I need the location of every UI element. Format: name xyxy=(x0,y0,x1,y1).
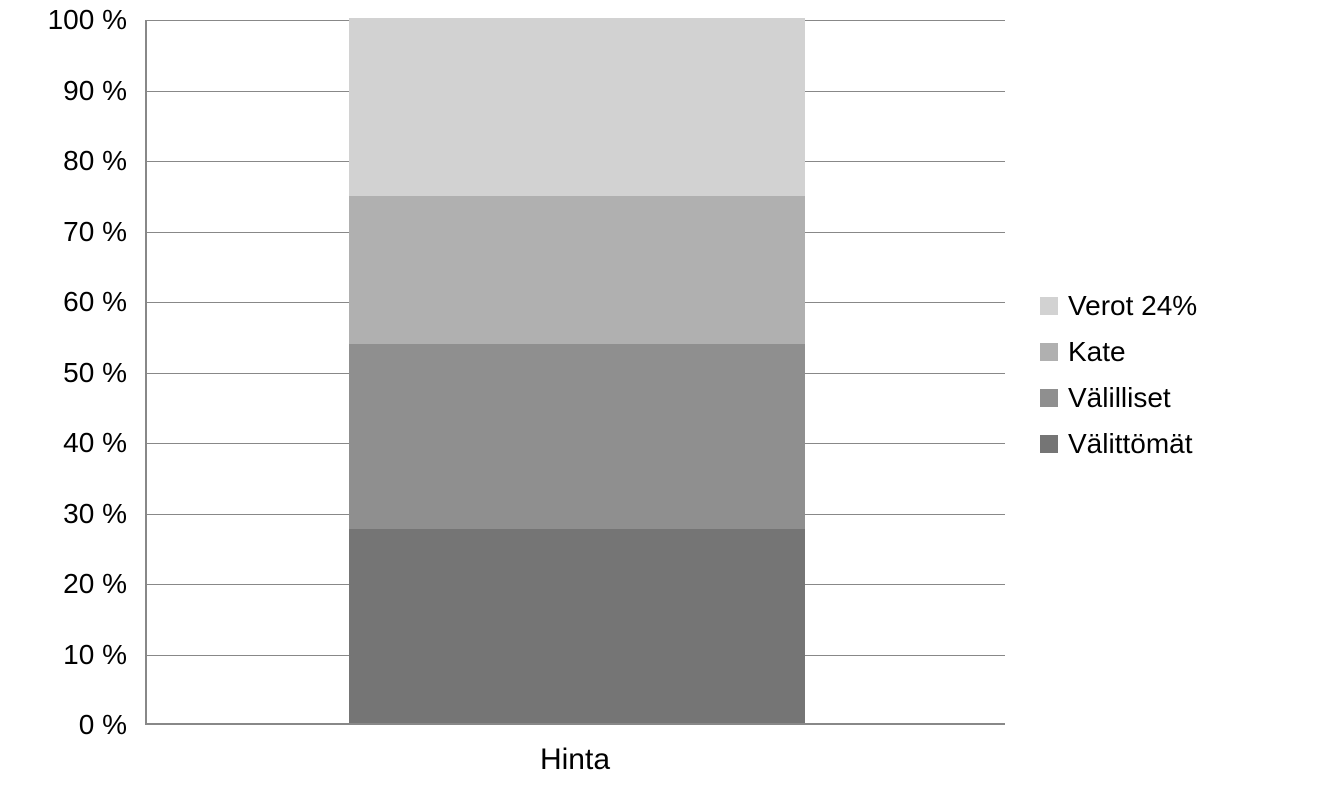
legend-item-valittomat: Välittömät xyxy=(1040,428,1197,460)
y-tick-label: 20 % xyxy=(0,568,127,600)
bar-segment-verot xyxy=(349,18,805,196)
x-category-label: Hinta xyxy=(540,743,610,777)
legend-swatch xyxy=(1040,297,1058,315)
y-tick-label: 50 % xyxy=(0,357,127,389)
legend-label: Välittömät xyxy=(1068,428,1193,460)
bar-segment-valittomat xyxy=(349,529,805,723)
legend-swatch xyxy=(1040,389,1058,407)
legend-swatch xyxy=(1040,435,1058,453)
y-tick-label: 10 % xyxy=(0,639,127,671)
bar-segment-kate xyxy=(349,196,805,344)
y-tick-label: 90 % xyxy=(0,75,127,107)
bar-segment-valilliset xyxy=(349,344,805,529)
legend-swatch xyxy=(1040,343,1058,361)
y-tick-label: 60 % xyxy=(0,286,127,318)
y-tick-label: 40 % xyxy=(0,427,127,459)
y-tick-label: 0 % xyxy=(0,709,127,741)
legend-label: Kate xyxy=(1068,336,1126,368)
y-tick-label: 70 % xyxy=(0,216,127,248)
chart-container: Verot 24% Kate Välilliset Välittömät 0 % 10 … xyxy=(0,0,1319,808)
legend: Verot 24% Kate Välilliset Välittömät xyxy=(1040,290,1197,474)
legend-item-kate: Kate xyxy=(1040,336,1197,368)
y-tick-label: 100 % xyxy=(0,4,127,36)
legend-label: Verot 24% xyxy=(1068,290,1197,322)
y-tick-label: 80 % xyxy=(0,145,127,177)
y-tick-label: 30 % xyxy=(0,498,127,530)
legend-item-verot: Verot 24% xyxy=(1040,290,1197,322)
plot-area xyxy=(145,20,1005,725)
legend-label: Välilliset xyxy=(1068,382,1171,414)
legend-item-valilliset: Välilliset xyxy=(1040,382,1197,414)
bar-column xyxy=(349,18,805,723)
